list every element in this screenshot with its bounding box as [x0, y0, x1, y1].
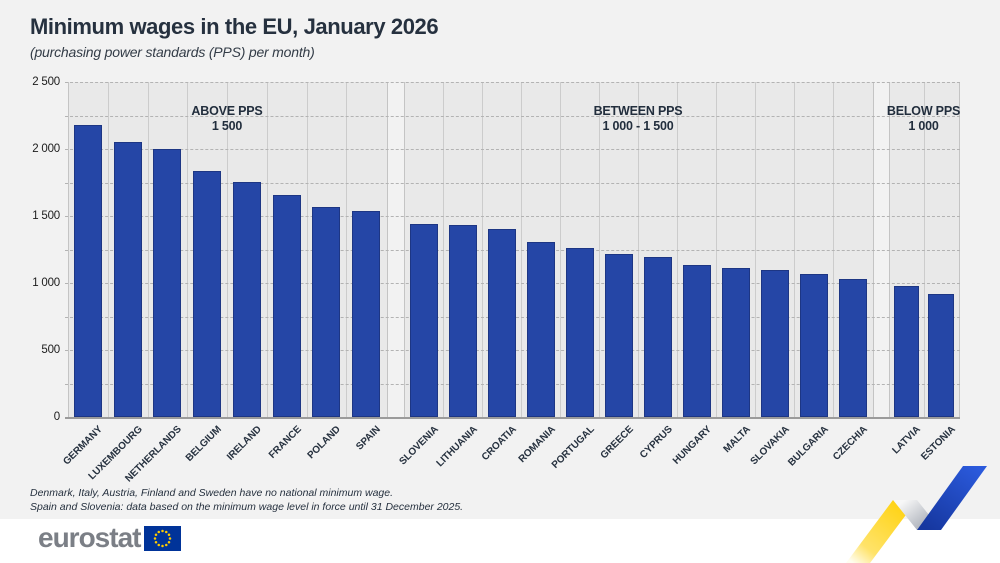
ribbon-decoration	[846, 466, 987, 563]
footnote-line-1: Denmark, Italy, Austria, Finland and Swe…	[30, 487, 394, 499]
bar-germany	[73, 124, 102, 417]
group-header-1: ABOVE PPS 1 500	[147, 104, 307, 134]
bar-latvia	[893, 285, 919, 417]
group-header-line1: BETWEEN PPS	[593, 104, 683, 118]
group-header-line1: ABOVE PPS	[191, 104, 263, 118]
bar-bulgaria	[799, 273, 828, 417]
bar-greece	[604, 254, 633, 417]
eurostat-wordmark: eurostat	[38, 522, 141, 553]
grid-line	[65, 115, 960, 117]
y-axis-tick-label: 0	[53, 411, 60, 423]
bar-estonia	[928, 294, 954, 417]
y-axis-tick-label: 1 000	[32, 277, 60, 289]
bar-malta	[721, 268, 750, 417]
bar-netherlands	[153, 149, 182, 417]
group-header-line2: 1 000 - 1 500	[602, 119, 674, 133]
bar-romania	[526, 242, 555, 417]
bar-lithuania	[448, 224, 477, 417]
bar-poland	[312, 206, 341, 417]
bar-cyprus	[643, 256, 672, 417]
page-subtitle: (purchasing power standards (PPS) per mo…	[30, 44, 315, 60]
y-axis-tick-label: 2 000	[32, 143, 60, 155]
bar-spain	[352, 210, 381, 417]
grid-line	[65, 216, 960, 217]
y-axis-tick-label: 500	[41, 344, 60, 356]
bar-france	[272, 195, 301, 417]
eu-flag-icon	[144, 525, 182, 551]
y-axis-tick-label: 1 500	[32, 210, 60, 222]
bar-hungary	[682, 264, 711, 417]
bar-belgium	[193, 171, 222, 417]
bar-czechia	[838, 279, 867, 417]
bar-portugal	[565, 248, 594, 417]
eurostat-logo: eurostat	[38, 522, 182, 553]
group-header-line2: 1 500	[211, 119, 243, 133]
group-header-2: BETWEEN PPS 1 000 - 1 500	[558, 104, 718, 134]
page-title: Minimum wages in the EU, January 2026	[30, 14, 439, 39]
group-header-line1: BELOW PPS	[886, 104, 961, 118]
group-header-line2: 1 000	[908, 119, 939, 133]
bar-luxembourg	[113, 141, 142, 417]
bar-ireland	[232, 181, 261, 417]
grid-line	[65, 182, 960, 184]
y-axis-tick-label: 2 500	[32, 76, 60, 88]
grid-line	[65, 82, 960, 83]
bar-slovenia	[409, 224, 438, 417]
grid-line	[65, 149, 960, 150]
bar-croatia	[487, 228, 516, 417]
footnotes: Denmark, Italy, Austria, Finland and Swe…	[30, 486, 463, 514]
group-header-3: BELOW PPS 1 000	[844, 104, 1000, 134]
x-axis-line	[65, 417, 960, 419]
bar-slovakia	[760, 269, 789, 417]
footnote-line-2: Spain and Slovenia: data based on the mi…	[30, 501, 464, 514]
